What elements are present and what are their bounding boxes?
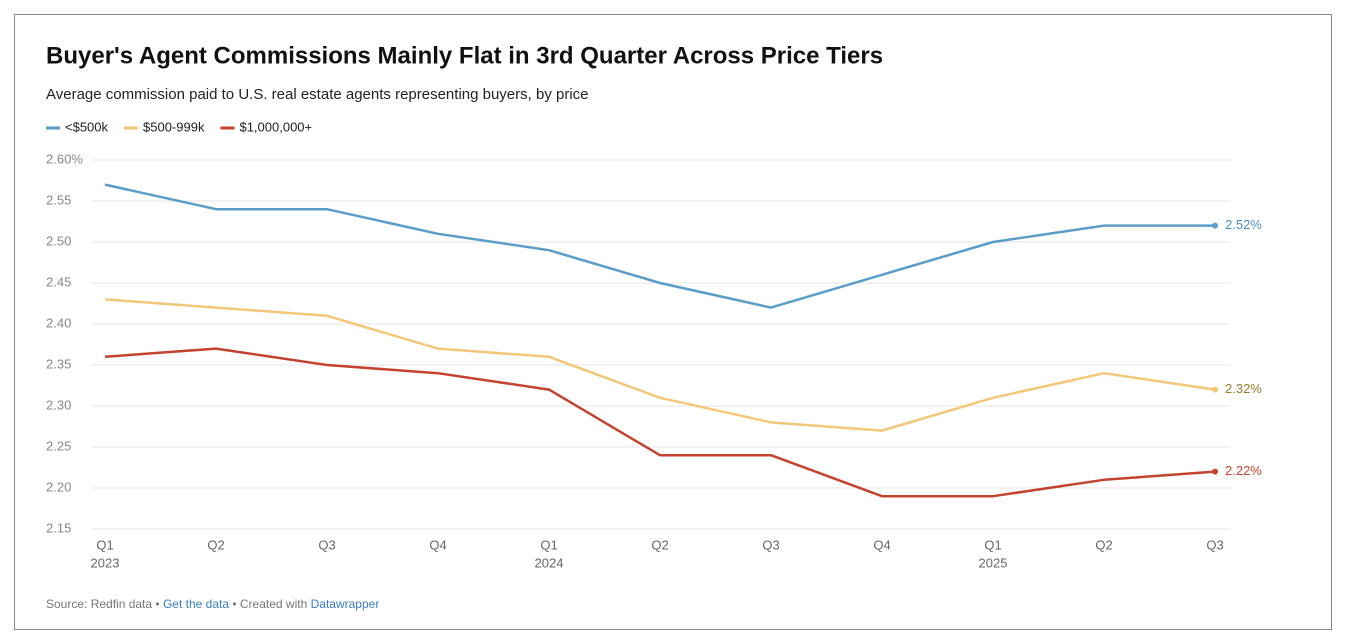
- legend-label: $1,000,000+: [239, 119, 312, 134]
- end-point: [1212, 222, 1218, 229]
- x-tick-label: Q1: [984, 537, 1001, 552]
- y-tick-label: 2.60%: [46, 151, 83, 166]
- x-tick-label: Q3: [762, 537, 779, 552]
- x-year-label: 2025: [979, 555, 1008, 570]
- x-tick-label: Q2: [207, 537, 224, 552]
- y-tick-label: 2.20: [46, 479, 71, 494]
- separator: •: [155, 597, 160, 611]
- end-label: 2.32%: [1225, 381, 1262, 396]
- y-tick-label: 2.15: [46, 520, 71, 535]
- x-tick-label: Q2: [1095, 537, 1112, 552]
- footer: Source: Redfin data • Get the data • Cre…: [46, 597, 379, 611]
- y-tick-label: 2.35: [46, 356, 71, 371]
- end-point: [1212, 468, 1218, 475]
- end-point: [1212, 386, 1218, 393]
- y-tick-label: 2.25: [46, 438, 71, 453]
- x-tick-label: Q4: [873, 537, 890, 552]
- end-label: 2.52%: [1225, 217, 1262, 232]
- y-tick-label: 2.55: [46, 192, 71, 207]
- data-link[interactable]: Get the data: [162, 597, 230, 611]
- datawrapper-link[interactable]: Datawrapper: [310, 597, 380, 611]
- x-tick-label: Q1: [96, 537, 113, 552]
- end-label: 2.22%: [1225, 463, 1262, 478]
- chart-subtitle: Average commission paid to U.S. real est…: [46, 86, 589, 103]
- x-year-label: 2023: [91, 555, 120, 570]
- y-tick-label: 2.30: [46, 397, 71, 412]
- chart-frame: [14, 14, 1332, 630]
- legend-label: $500-999k: [143, 119, 205, 134]
- legend-label: <$500k: [65, 119, 109, 134]
- series-line: [104, 347, 1216, 498]
- series-line: [104, 183, 1215, 309]
- chart-title: Buyer's Agent Commissions Mainly Flat in…: [46, 42, 883, 69]
- x-tick-label: Q3: [318, 537, 335, 552]
- y-tick-label: 2.40: [46, 315, 71, 330]
- x-tick-label: Q3: [1206, 537, 1223, 552]
- x-year-label: 2024: [535, 555, 564, 570]
- separator: • Created with: [232, 597, 308, 611]
- x-tick-label: Q4: [429, 537, 446, 552]
- x-tick-label: Q2: [651, 537, 668, 552]
- x-tick-label: Q1: [540, 537, 557, 552]
- y-tick-label: 2.45: [46, 274, 71, 289]
- y-tick-label: 2.50: [46, 233, 71, 248]
- series-line: [104, 298, 1216, 432]
- source: Source: Redfin data: [46, 597, 153, 611]
